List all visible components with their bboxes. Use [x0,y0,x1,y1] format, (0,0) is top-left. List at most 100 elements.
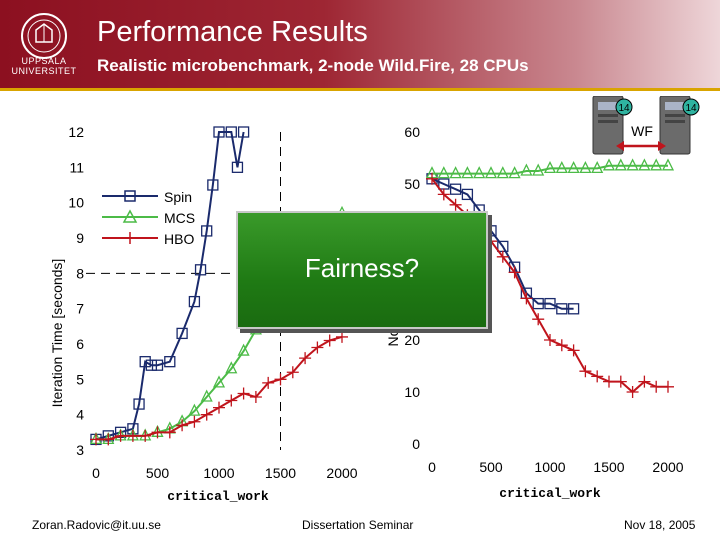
data-point-hbo [225,394,238,407]
y-axis-label: Iteration Time [seconds] [49,259,65,408]
link-label: WF [631,123,653,139]
data-point-hbo [662,380,674,393]
data-point-mcs [602,158,616,171]
data-point-hbo [567,344,580,357]
data-point-mcs [532,163,545,176]
legend-label-hbo: HBO [164,231,194,247]
data-point-hbo [426,172,438,185]
data-point-hbo [176,419,189,432]
node-count-left-badge: 14 [615,98,633,116]
x-tick-label: 0 [428,459,436,475]
x-tick-label: 2000 [652,459,683,475]
slide-subtitle: Realistic microbenchmark, 2-node Wild.Fi… [97,56,529,75]
data-point-mcs [437,166,450,179]
slide-title: Performance Results [97,16,368,48]
data-point-hbo [336,330,348,343]
node-count-right: 14 [685,103,697,114]
footer-date: Nov 18, 2005 [624,518,696,532]
data-point-spin [207,179,219,191]
x-tick-labels: 0 500 1000 1500 2000 [92,465,358,481]
data-point-mcs [579,160,592,174]
slide-header: UPPSALA UNIVERSITET Performance Results … [0,0,720,88]
x-axis-label: critical_work [167,489,269,504]
data-point-spin [556,303,568,315]
y-tick-label: 7 [76,301,84,317]
y-tick-label: 8 [76,265,84,281]
y-tick-label: 9 [76,230,84,246]
data-point-hbo [200,408,213,421]
y-tick-label: 10 [68,195,84,211]
data-point-hbo [579,365,592,378]
data-point-hbo [508,266,521,279]
data-point-hbo [299,352,312,365]
iteration-time-chart: Iteration Time [seconds] 3 4 5 6 7 8 9 10 11 12 0… [49,124,358,504]
data-point-hbo [237,387,250,400]
y-tick-label: 10 [404,384,420,400]
data-point-mcs [661,158,675,171]
y-tick-label: 6 [76,336,84,352]
data-point-spin [194,264,207,276]
fairness-callout: Fairness? [236,211,488,329]
data-point-hbo [544,334,556,346]
university-name-line2: UNIVERSITET [11,66,77,76]
series-line-spin [95,131,245,441]
data-point-mcs [520,163,533,176]
data-point-hbo [626,386,639,398]
data-point-mcs [626,158,639,171]
link-arrow-icon [616,141,666,151]
data-point-mcs [555,160,568,174]
footer-email: Zoran.Radovic@it.uu.se [32,518,161,532]
data-point-mcs [508,166,521,179]
data-point-hbo [274,373,287,386]
x-tick-label: 0 [92,465,100,481]
data-point-mcs [200,389,213,402]
data-point-spin [237,126,250,138]
data-point-hbo [286,366,299,379]
data-point-hbo [638,375,651,388]
data-point-hbo [520,292,533,305]
data-point-mcs [461,166,474,179]
y-tick-label: 50 [404,176,420,192]
data-point-spin [133,398,145,410]
x-tick-label: 1000 [203,465,234,481]
data-point-hbo [555,339,568,352]
data-point-mcs [188,403,201,416]
y-tick-label: 3 [76,442,84,458]
data-point-hbo [249,391,262,403]
data-point-hbo [323,334,336,347]
data-point-mcs [225,361,238,374]
data-point-mcs [567,160,580,174]
data-point-spin [225,126,237,138]
legend-label-mcs: MCS [164,210,195,226]
data-point-spin [201,225,213,237]
y-tick-label: 20 [404,332,420,348]
node-count-right-badge: 14 [682,98,700,116]
university-name: UPPSALA UNIVERSITET [0,56,88,76]
data-point-hbo [591,370,604,383]
university-seal-icon [21,13,67,59]
data-point-hbo [449,198,462,211]
data-point-spin [544,297,556,310]
university-name-line1: UPPSALA [21,56,67,66]
data-point-spin [188,295,201,308]
y-tick-labels-right: 0 10 20 50 60 [404,124,420,452]
y-tick-label: 0 [412,436,420,452]
data-point-mcs [614,158,627,171]
data-point-hbo [90,433,102,446]
x-tick-labels-right: 0 500 1000 1500 2000 [428,459,684,475]
data-point-hbo [437,188,450,201]
data-point-spin [176,327,188,340]
y-tick-label: 11 [69,159,84,175]
data-point-spin [532,297,544,310]
x-tick-label: 1500 [265,465,296,481]
data-point-spin [461,188,474,201]
y-tick-labels: 3 4 5 6 7 8 9 10 11 12 [68,124,84,458]
data-point-hbo [102,433,115,446]
y-tick-label: 5 [76,371,84,387]
data-point-mcs [638,158,651,171]
x-tick-label: 1000 [534,459,565,475]
data-point-hbo [614,375,627,388]
legend-item-spin: Spin [102,189,192,205]
legend-item-hbo: HBO [102,231,194,247]
